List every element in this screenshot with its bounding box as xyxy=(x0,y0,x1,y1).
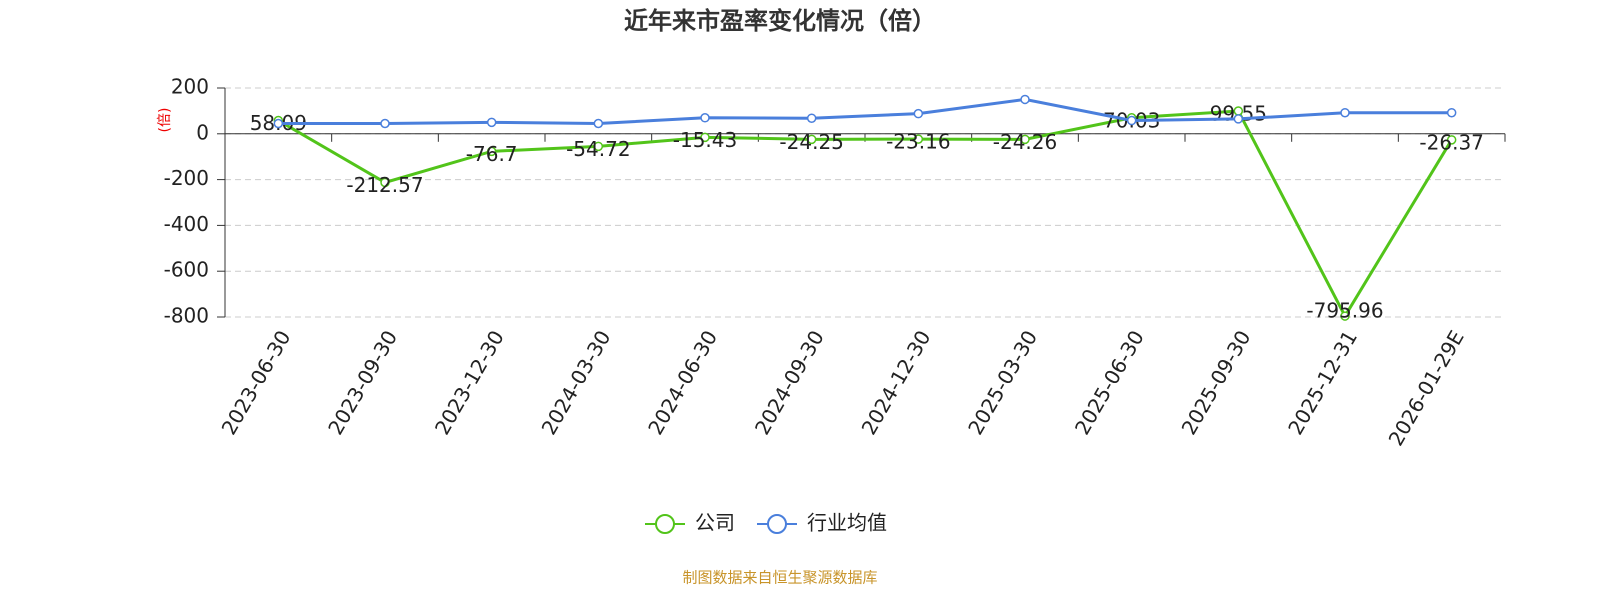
point xyxy=(593,118,604,129)
chart-title: 近年来市盈率变化情况（倍） xyxy=(624,7,936,35)
point xyxy=(1340,107,1350,118)
point xyxy=(1233,114,1244,124)
data-label: -26.37 xyxy=(1419,130,1483,154)
y-tick-label: -200 xyxy=(164,166,209,190)
point xyxy=(593,141,604,152)
x-tick-label: 2024-12-30 xyxy=(857,326,936,439)
point xyxy=(1020,94,1030,105)
point xyxy=(1020,134,1030,145)
x-tick-label: 2023-12-30 xyxy=(430,326,509,439)
legend-label: 公司 xyxy=(695,511,735,535)
source-note: 制图数据来自恒生聚源数据库 xyxy=(682,569,877,587)
point xyxy=(486,117,497,128)
y-tick-label: -400 xyxy=(164,212,209,236)
legend-swatch xyxy=(655,514,675,534)
data-label: -795.96 xyxy=(1306,299,1383,323)
data-label: -24.26 xyxy=(993,130,1057,154)
x-tick-label: 2025-06-30 xyxy=(1070,326,1149,439)
point xyxy=(806,134,817,145)
legend-swatch xyxy=(767,514,787,534)
x-tick-label: 2025-09-30 xyxy=(1177,326,1256,439)
y-tick-label: -800 xyxy=(164,304,209,328)
point xyxy=(1126,115,1137,126)
x-tick-label: 2023-06-30 xyxy=(217,326,296,439)
series-line xyxy=(277,109,1453,320)
point xyxy=(806,113,817,123)
x-tick-label: 2026-01-29E xyxy=(1384,326,1469,450)
point xyxy=(913,108,924,119)
legend-label: 行业均值 xyxy=(807,511,887,535)
y-tick-label: 0 xyxy=(196,120,209,144)
data-label: -24.25 xyxy=(779,130,843,154)
y-axis-label: (倍) xyxy=(157,108,173,133)
point xyxy=(913,134,924,144)
x-tick-label: 2024-09-30 xyxy=(750,326,829,439)
point xyxy=(486,146,497,157)
x-tick-label: 2023-09-30 xyxy=(323,326,402,439)
point xyxy=(1446,107,1457,118)
y-tick-label: -600 xyxy=(164,258,209,282)
point xyxy=(700,132,710,143)
point xyxy=(273,118,284,129)
data-label: -54.72 xyxy=(566,137,630,161)
data-label: -15.43 xyxy=(673,128,737,152)
point xyxy=(380,177,390,188)
data-label: -76.7 xyxy=(466,142,518,166)
x-tick-label: 2025-12-31 xyxy=(1283,326,1362,439)
y-tick-label: 200 xyxy=(171,75,209,99)
x-tick-label: 2025-03-30 xyxy=(963,326,1042,439)
point xyxy=(1340,311,1350,321)
data-label: -23.16 xyxy=(886,130,950,154)
x-tick-label: 2024-03-30 xyxy=(537,326,616,439)
point xyxy=(380,118,390,129)
point xyxy=(700,113,710,123)
x-tick-label: 2024-06-30 xyxy=(643,326,722,439)
series-line xyxy=(278,97,1452,125)
point xyxy=(1446,135,1457,145)
data-label: -212.57 xyxy=(346,173,423,197)
